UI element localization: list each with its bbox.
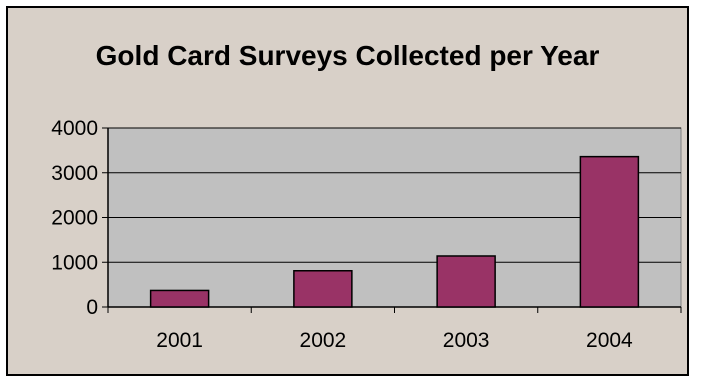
x-tick-label: 2004 xyxy=(586,329,633,352)
x-tick-label: 2002 xyxy=(300,329,347,352)
y-tick-label: 0 xyxy=(86,296,98,319)
y-tick-label: 2000 xyxy=(51,207,98,230)
bar xyxy=(149,289,210,308)
y-tick-label: 3000 xyxy=(51,162,98,185)
y-tick-label: 1000 xyxy=(51,251,98,274)
bar xyxy=(293,270,353,308)
y-tick-label: 4000 xyxy=(51,117,98,140)
x-tick-label: 2001 xyxy=(156,329,203,352)
bar xyxy=(579,155,640,308)
chart-title: Gold Card Surveys Collected per Year xyxy=(95,40,600,71)
x-tick-label: 2003 xyxy=(443,329,490,352)
bar xyxy=(436,255,496,308)
